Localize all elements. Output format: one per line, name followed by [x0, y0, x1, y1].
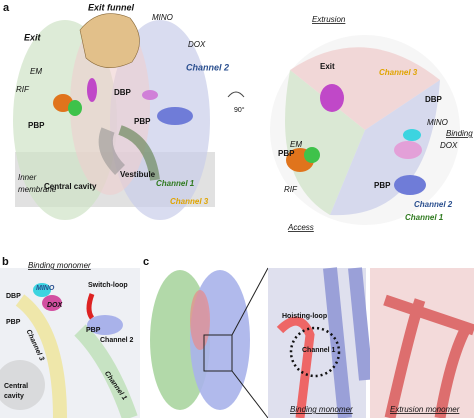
label: PBP	[6, 319, 21, 326]
label: DBP	[114, 88, 132, 97]
label: Binding monomer	[28, 261, 91, 270]
label: DOX	[47, 302, 64, 309]
label: Extrusion	[312, 15, 346, 24]
label: membrane	[18, 185, 57, 194]
label: Channel 1	[405, 213, 444, 222]
label: DOX	[440, 141, 458, 150]
label: Central cavity	[44, 182, 97, 191]
label: EM	[290, 140, 302, 149]
label: RIF	[284, 185, 298, 194]
label: Channel 3	[170, 197, 209, 206]
panel-a-left-structure	[13, 13, 215, 220]
label: Channel 1	[156, 179, 195, 188]
label: Inner	[18, 173, 37, 182]
label: Switch-loop	[88, 282, 128, 289]
label: 90°	[234, 106, 245, 114]
label: Channel 2	[414, 200, 453, 209]
label: Binding	[446, 129, 473, 138]
label: MINO	[152, 13, 173, 22]
label: DBP	[425, 95, 443, 104]
label: DOX	[188, 40, 206, 49]
label: Exit funnel	[88, 2, 135, 12]
panel-letter: c	[143, 256, 149, 268]
label: Channel 3	[379, 68, 418, 77]
label: Central	[4, 383, 28, 390]
label: MINO	[427, 118, 448, 127]
label: Hoisting-loop	[282, 313, 327, 320]
panel-c-images	[148, 267, 474, 418]
label: PBP	[374, 181, 391, 190]
label: Binding monomer	[290, 405, 353, 414]
label: PBP	[86, 327, 101, 334]
label: PBP	[28, 121, 45, 130]
label: PBP	[134, 117, 151, 126]
label: EM	[30, 67, 42, 76]
label: Vestibule	[120, 170, 156, 179]
label: DBP	[6, 293, 21, 300]
label: Channel 1	[302, 347, 336, 354]
label: MINO	[36, 285, 55, 292]
rotate-arrow	[227, 91, 245, 98]
label: PBP	[278, 149, 295, 158]
panel-letter: b	[2, 256, 9, 268]
label: Extrusion monomer	[390, 405, 460, 414]
label: cavity	[4, 393, 24, 400]
label: Access	[287, 223, 314, 232]
label: Exit	[24, 32, 42, 42]
label: Channel 2	[100, 337, 134, 344]
panel-a-right-structure	[270, 35, 460, 225]
panel-letter: a	[3, 2, 10, 14]
label: RIF	[16, 85, 30, 94]
label: Channel 2	[186, 62, 229, 72]
panel-b-image	[0, 268, 140, 418]
label: Exit	[320, 62, 335, 71]
